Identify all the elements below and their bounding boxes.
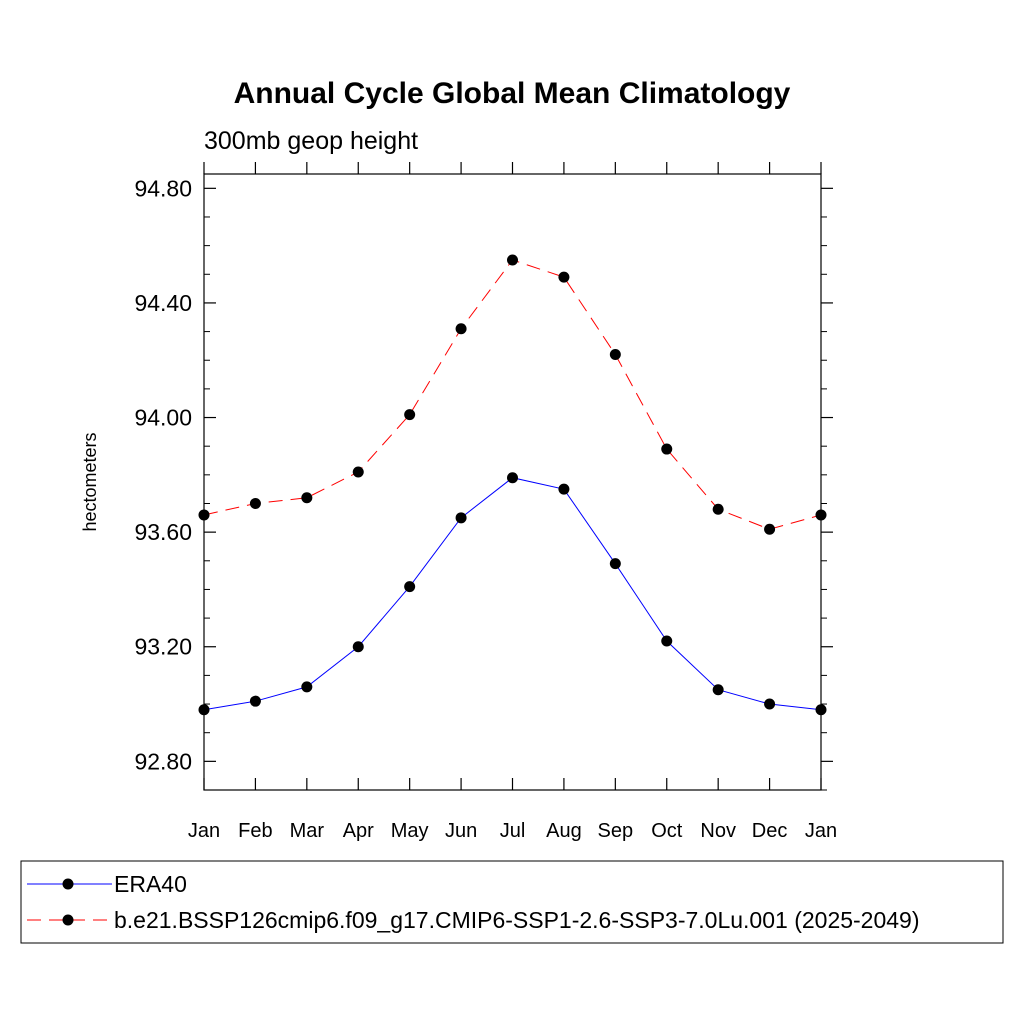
x-tick-label: May	[391, 820, 429, 842]
x-tick-label: Jul	[500, 820, 526, 842]
series-line-1	[203, 477, 822, 711]
x-tick-label: Jun	[445, 820, 477, 842]
series-1-point	[301, 681, 313, 693]
series-1-point	[455, 512, 467, 524]
y-tick-label: 94.80	[134, 175, 192, 201]
x-tick-label: Apr	[343, 820, 374, 842]
series-1-point	[764, 698, 776, 710]
y-tick-label: 92.80	[134, 748, 192, 774]
series-1-point	[352, 641, 364, 653]
series-2-point	[301, 492, 313, 504]
series-2-point	[661, 443, 673, 455]
series-1-point	[609, 558, 621, 570]
y-tick-label: 93.60	[134, 519, 192, 545]
x-tick-label: Aug	[546, 820, 582, 842]
x-tick-label: Jan	[188, 820, 220, 842]
chart-title: Annual Cycle Global Mean Climatology	[234, 77, 791, 110]
y-axis-label: hectometers	[80, 432, 100, 531]
series-2-point	[558, 271, 570, 283]
x-tick-label: Sep	[598, 820, 634, 842]
chart-subtitle: 300mb geop height	[204, 127, 418, 155]
x-tick-label: Feb	[238, 820, 272, 842]
series-2-point	[507, 254, 518, 266]
x-tick-label: Dec	[752, 820, 788, 842]
y-tick-label: 93.20	[134, 634, 192, 660]
x-tick-label: Jan	[805, 820, 837, 842]
series-1-point	[712, 684, 724, 696]
series-2-point	[609, 349, 621, 361]
series-1-point	[661, 635, 673, 647]
y-tick-label: 94.00	[134, 405, 192, 431]
series-2-point	[249, 497, 261, 509]
legend-label-series-1: ERA40	[114, 871, 187, 897]
series-2-point	[404, 409, 416, 421]
series-layer	[198, 254, 827, 716]
legend-marker-series-2	[62, 914, 74, 926]
x-tick-label: Nov	[700, 820, 736, 842]
axes-layer: 92.80 93.20 93.60 94.00 94.40 94.80 Jan Feb Mar A…	[134, 162, 837, 842]
x-tick-label: Oct	[651, 820, 683, 842]
series-2-point	[712, 503, 724, 515]
series-1-point	[558, 483, 570, 495]
series-2-point	[455, 323, 467, 335]
x-tick-label: Mar	[290, 820, 325, 842]
series-2-point	[352, 466, 364, 478]
series-1-point	[249, 695, 261, 707]
series-line-2	[203, 259, 822, 530]
y-tick-label: 94.40	[134, 290, 192, 316]
series-1-point	[507, 472, 518, 484]
series-2-point	[764, 523, 776, 535]
legend-marker-series-1	[62, 878, 74, 890]
legend-box	[20, 860, 1004, 944]
legend: ERA40 b.e21.BSSP126cmip6.f09_g17.CMIP6-S…	[20, 860, 1004, 944]
legend-label-series-2: b.e21.BSSP126cmip6.f09_g17.CMIP6-SSP1-2.…	[114, 907, 920, 933]
series-1-point	[404, 581, 416, 593]
